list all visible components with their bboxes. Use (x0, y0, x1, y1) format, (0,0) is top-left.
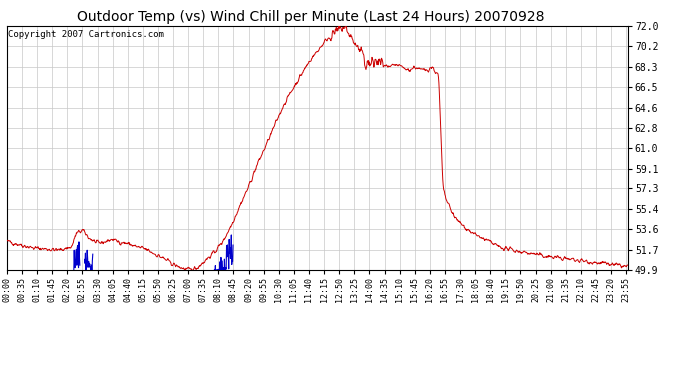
Text: Copyright 2007 Cartronics.com: Copyright 2007 Cartronics.com (8, 30, 164, 39)
Text: Outdoor Temp (vs) Wind Chill per Minute (Last 24 Hours) 20070928: Outdoor Temp (vs) Wind Chill per Minute … (77, 10, 544, 24)
